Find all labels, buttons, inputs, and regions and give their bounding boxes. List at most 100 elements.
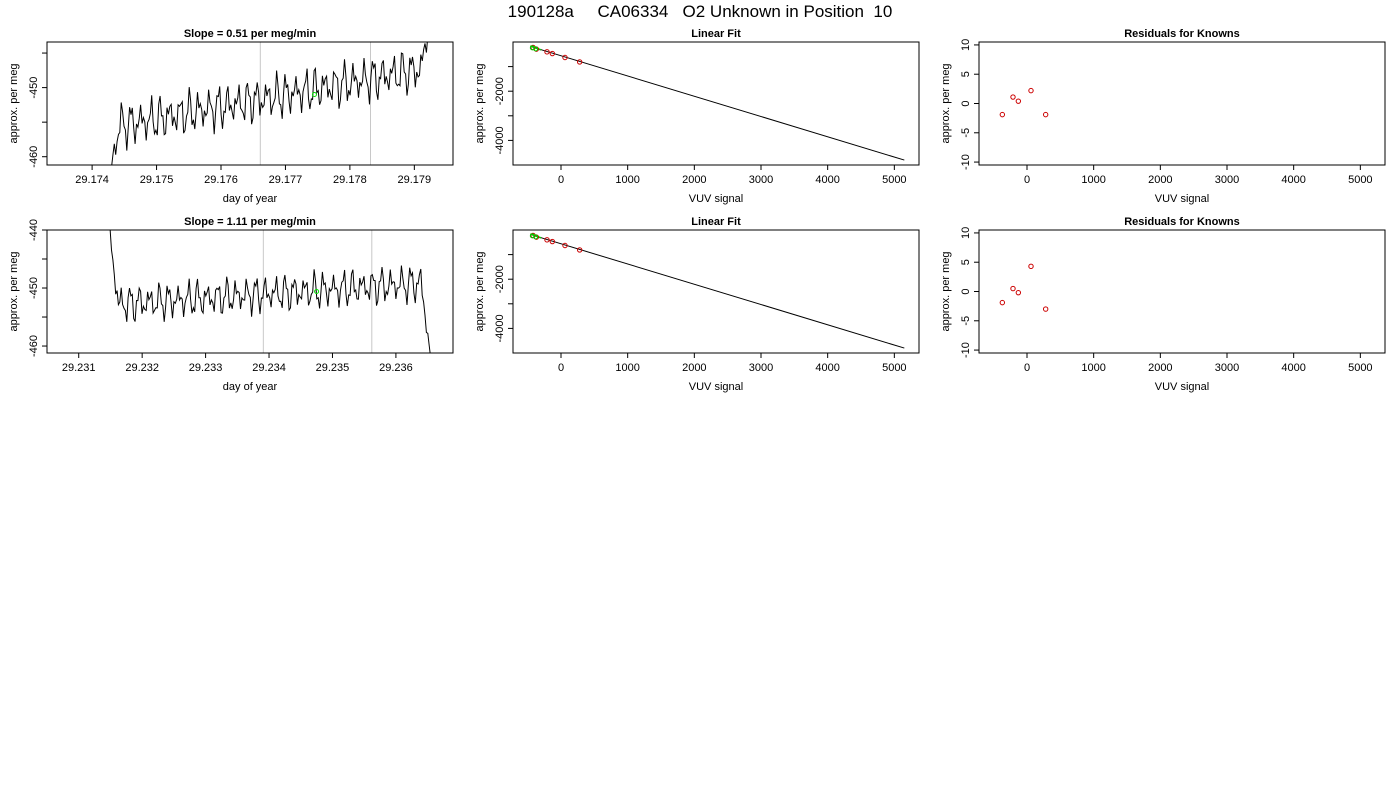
data-point <box>576 247 583 253</box>
data-point <box>544 49 550 55</box>
data-point <box>562 54 568 61</box>
data-point <box>1010 94 1016 100</box>
x-tick-label: 29.175 <box>140 174 174 186</box>
series-line <box>111 42 428 165</box>
x-tick-label: 0 <box>1024 174 1030 186</box>
chart-title: Residuals for Knowns <box>1124 216 1240 228</box>
data-point <box>1010 285 1016 292</box>
unknown-segment <box>530 233 542 239</box>
x-tick-label: 5000 <box>1348 362 1372 374</box>
x-tick-label: 5000 <box>882 362 906 374</box>
unknown-marker <box>533 234 539 240</box>
page-title: 190128a CA06334 O2 Unknown in Position 1… <box>507 2 893 21</box>
x-tick-label: 1000 <box>1081 174 1105 186</box>
plot-frame <box>978 41 1386 166</box>
y-tick-label: 5 <box>960 71 972 77</box>
plot-frame <box>512 41 920 166</box>
x-tick-label: 29.177 <box>269 174 303 186</box>
x-tick-label: 4000 <box>1281 362 1305 374</box>
y-tick-label: 10 <box>960 39 972 51</box>
x-tick-label: 29.233 <box>189 362 223 374</box>
x-tick-label: 4000 <box>1281 174 1305 186</box>
data-point <box>999 299 1006 306</box>
chart-title: Linear Fit <box>691 216 741 228</box>
plot-area <box>999 263 1049 312</box>
time-series-chart-2: Slope = 1.11 per meg/min 29.231 29.232 29.2… <box>8 216 454 393</box>
x-tick-label: 29.231 <box>62 362 96 374</box>
unknown-marker <box>311 92 317 98</box>
data-point <box>1042 111 1049 118</box>
y-axis-label: approx. per meg <box>940 63 952 143</box>
unknown-segment <box>530 45 542 51</box>
x-tick-label: 1000 <box>615 174 639 186</box>
plot-frame <box>46 229 454 354</box>
data-point <box>549 238 556 245</box>
y-axis-label: approx. per meg <box>8 251 20 331</box>
fit-line <box>530 233 905 349</box>
x-tick-label: 29.234 <box>252 362 286 374</box>
y-tick-label: 0 <box>960 100 972 106</box>
y-tick-label: -5 <box>960 316 972 326</box>
x-tick-label: 2000 <box>1148 174 1172 186</box>
plot-frame <box>46 41 454 166</box>
plot-area <box>529 232 905 349</box>
fit-line <box>530 45 905 161</box>
plot-area <box>109 230 431 353</box>
residuals-chart-1: Residuals for Knowns 0 1000 2000 3000 4000 500… <box>940 28 1386 205</box>
x-tick-label: 3000 <box>749 362 773 374</box>
x-tick-label: 2000 <box>1148 362 1172 374</box>
data-point <box>576 59 583 65</box>
y-tick-label: -2000 <box>494 265 506 293</box>
y-tick-label: -10 <box>960 342 972 358</box>
x-axis-label: VUV signal <box>1155 381 1209 393</box>
y-axis-label: approx. per meg <box>940 251 952 331</box>
y-tick-label: -4000 <box>494 314 506 342</box>
plot-area <box>111 42 428 165</box>
unknown-marker <box>314 289 320 294</box>
y-tick-label: -440 <box>28 219 40 241</box>
x-tick-label: 5000 <box>1348 174 1372 186</box>
x-tick-label: 2000 <box>682 362 706 374</box>
residuals-chart-2: Residuals for Knowns 0 1000 2000 3000 4000 500… <box>940 216 1386 393</box>
x-axis-label: day of year <box>223 381 278 393</box>
linear-fit-chart-2: Linear Fit 0 1000 2000 3000 4000 5000 -2000 -400… <box>474 216 920 393</box>
plot-frame <box>512 229 920 354</box>
chart-title: Slope = 0.51 per meg/min <box>184 28 317 40</box>
y-tick-label: -450 <box>28 77 40 99</box>
y-tick-label: -4000 <box>494 126 506 154</box>
y-tick-label: -5 <box>960 128 972 138</box>
x-tick-label: 1000 <box>1081 362 1105 374</box>
x-tick-label: 5000 <box>882 174 906 186</box>
y-tick-label: 0 <box>960 288 972 294</box>
data-point <box>562 242 568 249</box>
x-tick-label: 29.178 <box>333 174 367 186</box>
data-point <box>1015 289 1022 296</box>
x-tick-label: 29.176 <box>204 174 238 186</box>
y-axis-label: approx. per meg <box>474 63 486 143</box>
x-tick-label: 1000 <box>615 362 639 374</box>
y-tick-label: -10 <box>960 154 972 170</box>
x-axis-label: VUV signal <box>689 381 743 393</box>
unknown-marker <box>533 46 539 52</box>
x-tick-label: 29.174 <box>75 174 109 186</box>
x-tick-label: 0 <box>558 362 564 374</box>
series-line <box>109 230 431 353</box>
y-tick-label: -460 <box>28 335 40 357</box>
data-point <box>1042 306 1049 312</box>
x-tick-label: 4000 <box>815 174 839 186</box>
y-axis-label: approx. per meg <box>474 251 486 331</box>
plot-area <box>999 87 1049 118</box>
plot-frame <box>978 229 1386 354</box>
y-tick-label: 5 <box>960 259 972 265</box>
x-tick-label: 29.232 <box>125 362 159 374</box>
x-tick-label: 3000 <box>749 174 773 186</box>
x-tick-label: 0 <box>558 174 564 186</box>
data-point <box>1015 98 1022 104</box>
chart-title: Slope = 1.11 per meg/min <box>184 216 316 228</box>
data-point <box>999 111 1006 118</box>
chart-title: Residuals for Knowns <box>1124 28 1240 40</box>
x-tick-label: 3000 <box>1215 174 1239 186</box>
y-tick-label: -450 <box>28 277 40 299</box>
plot-area <box>529 44 905 161</box>
y-tick-label: 10 <box>960 227 972 239</box>
